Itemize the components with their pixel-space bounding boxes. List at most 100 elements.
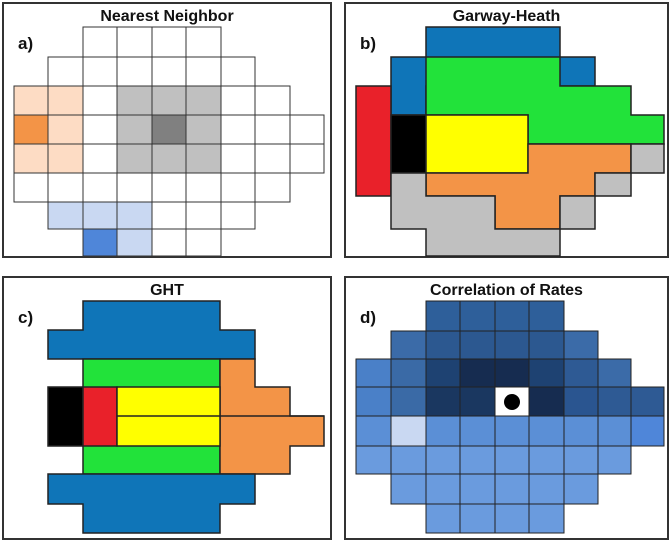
grid-cell	[254, 172, 291, 203]
grid-cell	[459, 300, 496, 332]
grid-cell	[494, 300, 530, 332]
grid-cell	[151, 143, 187, 174]
panel-letter: a)	[18, 34, 34, 53]
region-red	[355, 85, 392, 197]
grid-cell	[82, 114, 118, 145]
region-black	[47, 386, 84, 447]
grid-cell	[82, 85, 118, 116]
grid-cell	[459, 445, 496, 475]
grid-cell	[254, 114, 291, 145]
garway-heath-map	[355, 26, 665, 257]
correlation-grid	[355, 300, 665, 534]
grid-cell	[355, 445, 392, 475]
grid-cell	[220, 56, 256, 87]
grid-cell	[494, 386, 530, 417]
grid-cell	[82, 26, 118, 58]
region-yellow	[425, 114, 529, 174]
grid-cell	[390, 473, 427, 505]
grid-cell	[528, 300, 565, 332]
grid-cell	[185, 26, 222, 58]
grid-cell	[13, 114, 49, 145]
grid-cell	[355, 386, 392, 417]
grid-cell	[151, 114, 187, 145]
grid-cell	[425, 473, 461, 505]
grid-cell	[47, 114, 84, 145]
grid-cell	[151, 172, 187, 203]
grid-cell	[528, 330, 565, 360]
grid-cell	[116, 201, 153, 230]
grid-cell	[185, 201, 222, 230]
grid-cell	[563, 473, 599, 505]
grid-cell	[528, 473, 565, 505]
grid-cell	[528, 386, 565, 417]
grid-cell	[528, 415, 565, 447]
grid-cell	[494, 473, 530, 505]
grid-cell	[151, 56, 187, 87]
grid-cell	[528, 358, 565, 388]
grid-cell	[151, 26, 187, 58]
grid-cell	[425, 386, 461, 417]
grid-cell	[151, 201, 187, 230]
region-blue-top	[47, 300, 256, 360]
grid-cell	[425, 358, 461, 388]
grid-cell	[425, 330, 461, 360]
grid-cell	[630, 386, 665, 417]
grid-cell	[82, 56, 118, 87]
panel-letter: d)	[360, 308, 377, 327]
grid-cell	[390, 386, 427, 417]
grid-cell	[82, 201, 118, 230]
grid-cell	[390, 330, 427, 360]
grid-cell	[563, 445, 599, 475]
ght-map	[47, 300, 325, 534]
grid-cell	[597, 415, 632, 447]
grid-cell	[289, 114, 325, 145]
grid-cell	[459, 415, 496, 447]
seed-point-marker	[504, 394, 520, 410]
grid-cell	[220, 172, 256, 203]
grid-cell	[425, 415, 461, 447]
grid-cell	[151, 228, 187, 257]
panel-title: Garway-Heath	[452, 8, 561, 25]
grid-cell	[116, 172, 153, 203]
grid-cell	[13, 172, 49, 203]
grid-cell	[355, 358, 392, 388]
grid-cell	[47, 85, 84, 116]
grid-cell	[494, 330, 530, 360]
grid-cell	[390, 415, 427, 447]
grid-cell	[459, 330, 496, 360]
grid-cell	[82, 172, 118, 203]
grid-cell	[220, 201, 256, 230]
grid-cell	[494, 503, 530, 534]
grid-cell	[563, 386, 599, 417]
grid-cell	[116, 56, 153, 87]
grid-cell	[254, 143, 291, 174]
grid-cell	[459, 386, 496, 417]
grid-cell	[185, 85, 222, 116]
region-gray	[390, 143, 665, 257]
grid-cell	[459, 358, 496, 388]
grid-cell	[494, 445, 530, 475]
grid-cell	[220, 143, 256, 174]
grid-cell	[425, 445, 461, 475]
grid-cell	[528, 445, 565, 475]
grid-cell	[116, 143, 153, 174]
grid-cell	[563, 330, 599, 360]
grid-cell	[425, 503, 461, 534]
grid-cell	[47, 201, 84, 230]
grid-cell	[289, 143, 325, 174]
grid-cell	[597, 445, 632, 475]
grid-cell	[425, 300, 461, 332]
grid-cell	[355, 415, 392, 447]
grid-cell	[185, 114, 222, 145]
region-black	[390, 114, 427, 174]
panel-title: Nearest Neighbor	[100, 8, 234, 25]
grid-cell	[459, 503, 496, 534]
grid-cell	[185, 143, 222, 174]
grid-cell	[13, 85, 49, 116]
grid-cell	[563, 358, 599, 388]
grid-cell	[390, 445, 427, 475]
grid-cell	[116, 114, 153, 145]
panel-title: GHT	[150, 282, 184, 299]
grid-cell	[459, 473, 496, 505]
